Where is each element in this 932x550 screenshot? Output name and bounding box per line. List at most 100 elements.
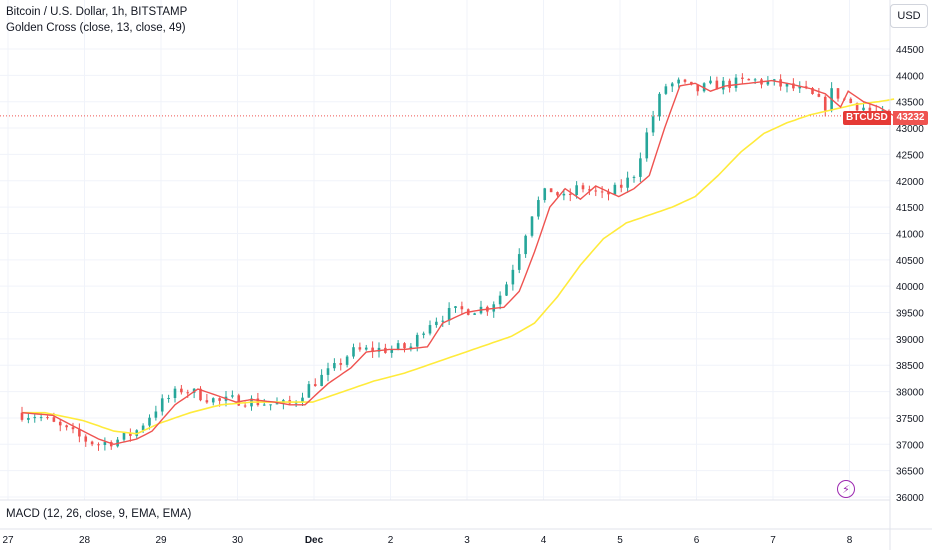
x-tick-label: 4 <box>541 535 547 546</box>
chart-title: Bitcoin / U.S. Dollar, 1h, BITSTAMP <box>6 6 188 18</box>
candle-body <box>39 417 43 419</box>
macd-label[interactable]: MACD (12, 26, close, 9, EMA, EMA) <box>6 508 192 520</box>
candle-body <box>20 412 24 420</box>
candle-body <box>333 363 336 369</box>
candle-body <box>562 193 566 196</box>
y-tick-label: 40500 <box>896 256 924 267</box>
candle-body <box>715 80 719 90</box>
candle-body <box>218 398 221 401</box>
candle-body <box>696 84 700 92</box>
candle-body <box>352 347 355 357</box>
candle-body <box>148 417 151 426</box>
y-axis: 36000 36500 37000 37500 38000 38500 39000 39500… <box>896 45 924 504</box>
candle-body <box>262 404 266 406</box>
currency-button[interactable]: USD <box>890 4 928 28</box>
candle-body <box>709 80 712 84</box>
candle-body <box>243 405 247 407</box>
candle-body <box>275 403 279 405</box>
candlesticks <box>20 73 891 451</box>
candle-body <box>473 313 476 315</box>
candle-body <box>237 395 241 406</box>
candle-body <box>543 188 547 201</box>
y-tick-label: 44000 <box>896 71 924 82</box>
x-axis: 27 28 29 30 Dec 2 3 4 5 6 7 8 <box>2 535 852 546</box>
candle-body <box>377 347 381 352</box>
candle-body <box>734 77 738 88</box>
y-tick-label: 39000 <box>896 335 924 346</box>
candle-body <box>435 321 438 326</box>
candle-body <box>575 185 578 196</box>
candle-body <box>651 116 655 133</box>
candle-body <box>753 79 757 81</box>
candle-body <box>65 425 68 428</box>
y-tick-label: 42000 <box>896 177 924 188</box>
candle-body <box>447 308 451 321</box>
x-tick-label: 27 <box>2 535 14 546</box>
candle-body <box>403 343 406 349</box>
candle-body <box>441 320 445 322</box>
candle-body <box>639 158 642 177</box>
candle-body <box>27 417 30 420</box>
y-tick-label: 42500 <box>896 150 924 161</box>
price-tag-value: 43232 <box>892 111 929 125</box>
candle-body <box>269 404 272 406</box>
x-tick-label: 30 <box>232 535 244 546</box>
candle-body <box>785 83 789 87</box>
y-tick-label: 37500 <box>896 414 924 425</box>
candle-body <box>594 190 598 192</box>
candle-body <box>326 368 330 375</box>
candle-body <box>320 374 323 387</box>
price-tag-symbol: BTCUSD <box>843 111 891 125</box>
candle-body <box>422 333 425 335</box>
candle-body <box>109 442 113 447</box>
candle-body <box>428 325 432 334</box>
candle-body <box>103 442 107 445</box>
candle-body <box>371 347 374 352</box>
candle-body <box>868 107 872 111</box>
candle-body <box>683 79 687 82</box>
indicator-label[interactable]: Golden Cross (close, 13, close, 49) <box>6 22 186 34</box>
x-tick-label: 6 <box>694 535 700 546</box>
candle-body <box>84 436 88 442</box>
candle-body <box>626 177 629 188</box>
x-tick-label: 29 <box>155 535 167 546</box>
candle-body <box>792 83 795 89</box>
candle-body <box>849 98 853 104</box>
candle-body <box>364 347 368 350</box>
candle-body <box>766 81 770 85</box>
candle-body <box>97 444 100 446</box>
candle-body <box>728 80 731 88</box>
y-tick-label: 40000 <box>896 282 924 293</box>
candle-body <box>454 306 457 309</box>
candle-body <box>855 103 859 111</box>
candle-body <box>772 79 776 82</box>
candle-body <box>530 216 534 236</box>
candle-body <box>415 334 419 347</box>
lightning-icon[interactable]: ⚡ <box>837 480 855 498</box>
candle-body <box>632 176 636 178</box>
y-tick-label: 41000 <box>896 229 924 240</box>
candle-body <box>779 79 782 87</box>
candle-body <box>71 427 75 430</box>
candle-body <box>645 132 649 159</box>
candle-body <box>180 388 183 393</box>
candle-body <box>498 295 502 305</box>
candle-body <box>78 429 81 437</box>
last-price-tag: BTCUSD 43232 <box>843 111 929 125</box>
x-tick-label: 28 <box>79 535 91 546</box>
candle-body <box>33 417 37 419</box>
y-tick-label: 39500 <box>896 309 924 320</box>
candle-body <box>517 254 521 270</box>
candle-body <box>549 188 553 193</box>
candle-body <box>396 343 400 350</box>
candle-body <box>505 284 508 296</box>
y-tick-label: 43000 <box>896 124 924 135</box>
y-tick-label: 37000 <box>896 440 924 451</box>
candle-body <box>811 87 814 94</box>
y-tick-label: 41500 <box>896 203 924 214</box>
candle-body <box>167 397 170 399</box>
candle-body <box>205 400 209 403</box>
candle-body <box>160 398 164 412</box>
candle-body <box>46 417 49 419</box>
